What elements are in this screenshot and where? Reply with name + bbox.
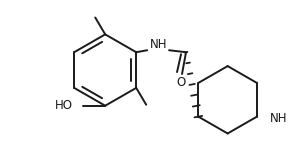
Text: O: O	[176, 76, 186, 89]
Text: NH: NH	[149, 38, 167, 51]
Text: HO: HO	[56, 99, 74, 112]
Text: NH: NH	[270, 112, 287, 125]
